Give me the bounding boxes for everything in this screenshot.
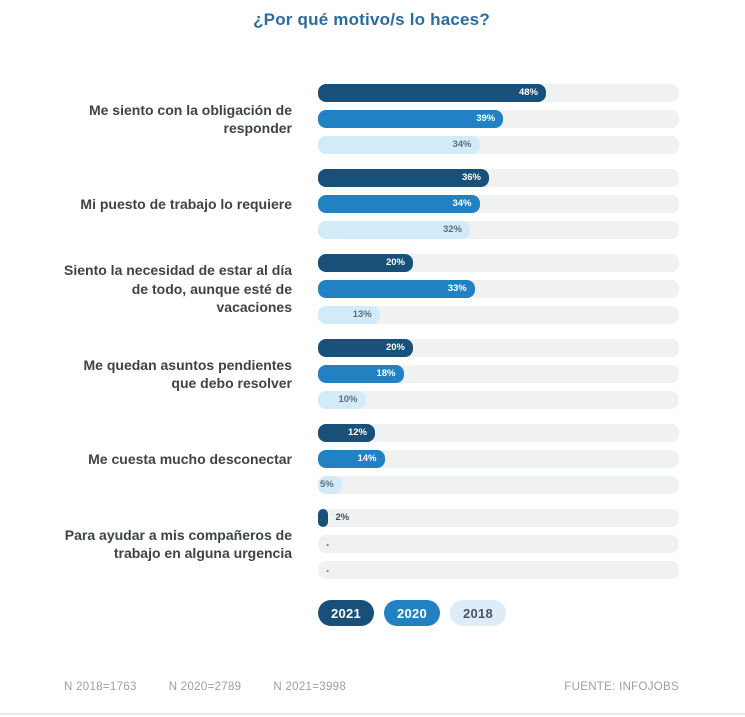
legend-pill-2020: 2020 <box>384 600 440 626</box>
bar-track-2021: 20% <box>318 254 679 272</box>
category-label: Me siento con la obligación de responder <box>88 101 292 136</box>
bar-track-2018: 5% <box>318 476 679 494</box>
value-label: 20% <box>385 257 405 268</box>
bar-track-2021: 20% <box>318 339 679 357</box>
value-label: 13% <box>352 309 372 320</box>
value-label: 39% <box>476 113 496 124</box>
bar-2018: 32% <box>318 221 470 239</box>
bar-track-2021: 12% <box>318 424 679 442</box>
bar-track-2018: . <box>318 561 679 579</box>
chart-title: ¿Por qué motivo/s lo haces? <box>253 10 490 29</box>
value-label: 12% <box>347 427 367 438</box>
bar-group: Me quedan asuntos pendientes que debo re… <box>64 339 679 409</box>
legend-pill-2021: 2021 <box>318 600 374 626</box>
bar-rows: 36% 34% 32% <box>318 169 679 239</box>
bar-track-2021: 48% <box>318 84 679 102</box>
category-label: Siento la necesidad de estar al día de t… <box>64 262 292 316</box>
bar-2020: 33% <box>318 280 475 298</box>
bar-rows: 48% 39% 34% <box>318 84 679 154</box>
bar-track-2020: 14% <box>318 450 679 468</box>
value-label: 2% <box>335 512 350 523</box>
bar-2021: 36% <box>318 169 489 187</box>
bar-group: Para ayudar a mis compañeros de trabajo … <box>64 509 679 579</box>
bar-group: Me cuesta mucho desconectar 12% 14% 5% <box>64 424 679 494</box>
category-label: Para ayudar a mis compañeros de trabajo … <box>64 526 292 561</box>
value-label: 32% <box>442 224 462 235</box>
footer: N 2018=1763 N 2020=2789 N 2021=3998 FUENTE… <box>64 681 679 693</box>
bar-rows: 2%.. <box>318 509 679 579</box>
bar-2021: 12% <box>318 424 375 442</box>
category-label: Mi puesto de trabajo lo requiere <box>80 195 292 212</box>
value-label: 48% <box>518 87 538 98</box>
value-label: 34% <box>452 139 472 150</box>
bar-rows: 12% 14% 5% <box>318 424 679 494</box>
bar-2021 <box>318 509 328 527</box>
bar-track-2018: 13% <box>318 306 679 324</box>
legend-pill-2018: 2018 <box>450 600 506 626</box>
category-label: Me cuesta mucho desconectar <box>88 450 292 467</box>
bar-track-2021: 36% <box>318 169 679 187</box>
missing-value-marker: . <box>326 561 330 575</box>
sample-size-note: N 2020=2789 <box>168 681 242 693</box>
bar-track-2021: 2% <box>318 509 679 527</box>
bar-2018: 10% <box>318 391 366 409</box>
value-label: 33% <box>447 283 467 294</box>
bar-group: Me siento con la obligación de responder… <box>64 84 679 154</box>
bar-2021: 48% <box>318 84 546 102</box>
value-label: 18% <box>376 368 396 379</box>
bar-track-2020: 18% <box>318 365 679 383</box>
bar-2018: 34% <box>318 136 480 154</box>
sample-size-note: N 2018=1763 <box>64 681 137 693</box>
bar-track-2018: 10% <box>318 391 679 409</box>
value-label: 10% <box>338 394 358 405</box>
missing-value-marker: . <box>326 535 330 549</box>
bar-track-2018: 32% <box>318 221 679 239</box>
source-label: FUENTE: INFOJOBS <box>564 681 679 693</box>
value-label: 34% <box>452 198 472 209</box>
bar-track-2020: 39% <box>318 110 679 128</box>
bar-track-2018: 34% <box>318 136 679 154</box>
bar-group: Mi puesto de trabajo lo requiere 36% 34% 32… <box>64 169 679 239</box>
bar-rows: 20% 33% 13% <box>318 254 679 324</box>
bar-track-2020: 33% <box>318 280 679 298</box>
bar-2020: 14% <box>318 450 385 468</box>
value-label: 20% <box>385 342 405 353</box>
value-label: 5% <box>320 479 334 490</box>
bar-2018: 5% <box>318 476 342 494</box>
category-label: Me quedan asuntos pendientes que debo re… <box>83 356 292 391</box>
sample-size-notes: N 2018=1763 N 2020=2789 N 2021=3998 <box>64 681 346 693</box>
bar-2020: 39% <box>318 110 504 128</box>
bar-rows: 20% 18% 10% <box>318 339 679 409</box>
bar-2020: 34% <box>318 195 480 213</box>
value-label: 14% <box>357 453 377 464</box>
bar-2020: 18% <box>318 365 404 383</box>
bar-2018: 13% <box>318 306 380 324</box>
legend: 2021 2020 2018 <box>318 600 679 626</box>
bar-track-2020: . <box>318 535 679 553</box>
bar-2021: 20% <box>318 254 413 272</box>
bar-chart: Me siento con la obligación de responder… <box>64 84 679 579</box>
bar-2021: 20% <box>318 339 413 357</box>
sample-size-note: N 2021=3998 <box>273 681 347 693</box>
bar-track-2020: 34% <box>318 195 679 213</box>
value-label: 36% <box>461 172 481 183</box>
bar-group: Siento la necesidad de estar al día de t… <box>64 254 679 324</box>
